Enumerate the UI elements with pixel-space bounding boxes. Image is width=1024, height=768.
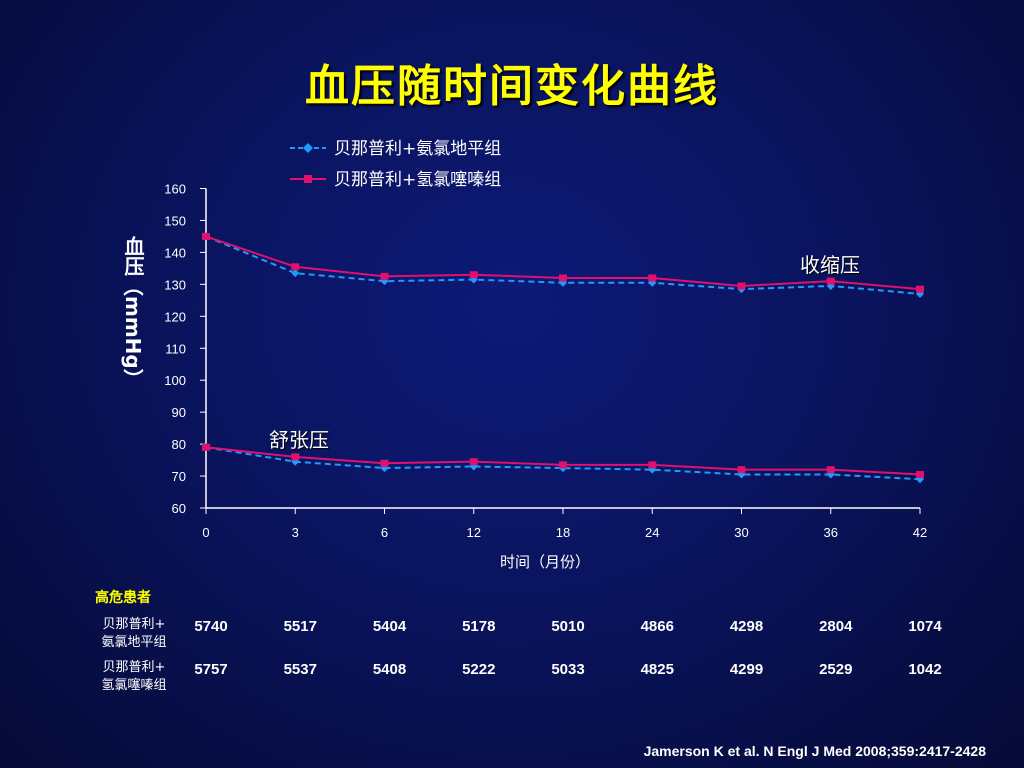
y-tick-label: 110: [165, 341, 186, 356]
table-cell: 5517: [283, 618, 317, 635]
data-point-square: [648, 274, 657, 282]
row-label-line2: 氨氯地平组: [101, 635, 167, 650]
y-tick-label: 160: [164, 182, 186, 197]
blood-pressure-chart: 贝那普利+氨氯地平组 贝那普利+氢氯噻嗪组 160150140130120110…: [164, 139, 927, 541]
legend-item-hctz: 贝那普利+氢氯噻嗪组: [290, 170, 501, 190]
y-tick-label: 150: [164, 213, 186, 228]
legend-marker-diamond: [303, 143, 313, 153]
row-label-amlodipine: 贝那普利+ 氨氯地平组: [88, 616, 180, 652]
x-tick-label: 0: [202, 525, 209, 540]
y-axis-label-unit: （mmHg）: [121, 276, 145, 389]
table-cell: 5222: [462, 661, 496, 678]
table-cell: 4298: [729, 618, 764, 635]
table-cell: 2804: [819, 618, 853, 635]
data-point-diamond: [291, 269, 300, 278]
y-tick-label: 120: [164, 309, 186, 324]
data-point-square: [559, 461, 567, 469]
legend-label-hctz: 贝那普利+氢氯噻嗪组: [334, 170, 501, 190]
systolic-annotation: 收缩压: [800, 253, 860, 277]
data-point-square: [380, 272, 389, 280]
data-point-square: [469, 458, 478, 466]
data-point-square: [737, 466, 746, 474]
x-tick-label: 30: [734, 525, 748, 540]
y-tick-label: 100: [164, 373, 186, 388]
legend-label-amlodipine: 贝那普利+氨氯地平组: [334, 139, 501, 159]
table-cell: 4866: [640, 618, 674, 635]
y-axis-label: 血压（mmHg）: [116, 236, 156, 389]
table-cell: 5408: [372, 661, 407, 678]
diastolic-annotation: 舒张压: [269, 428, 329, 452]
x-tick-label: 24: [645, 525, 659, 540]
data-point-square: [916, 470, 924, 478]
y-axis-label-main: 血压: [121, 236, 145, 276]
data-point-square: [202, 232, 210, 240]
data-point-square: [380, 459, 389, 467]
chart-series: [202, 232, 924, 484]
x-tick-label: 12: [467, 525, 481, 540]
row-label-line1: 贝那普利+: [102, 617, 166, 632]
row-label-line1: 贝那普利+: [102, 660, 166, 675]
table-cell: 4825: [640, 661, 674, 678]
y-tick-label: 90: [172, 405, 186, 420]
row-label-hctz: 贝那普利+ 氢氯噻嗪组: [88, 659, 180, 695]
series-line-diastolic-amlodipine: [205, 446, 921, 481]
x-tick-label: 42: [913, 525, 927, 540]
data-point-square: [737, 282, 746, 290]
legend-marker-square: [304, 175, 312, 183]
data-point-square: [202, 443, 210, 451]
data-point-square: [826, 466, 835, 474]
table-cell: 5757: [194, 661, 228, 678]
table-cell: 2529: [819, 661, 853, 678]
table-cell: 5537: [283, 661, 317, 678]
table-cell: 5033: [551, 661, 585, 678]
y-tick-label: 80: [172, 437, 186, 452]
table-cell: 5010: [551, 618, 585, 635]
legend-item-amlodipine: 贝那普利+氨氯地平组: [290, 139, 501, 159]
slide-title: 血压随时间变化曲线: [305, 61, 719, 112]
table-cell: 1042: [908, 661, 942, 678]
y-tick-label: 130: [164, 277, 186, 292]
table-cell: 5178: [462, 618, 496, 635]
data-point-square: [916, 285, 924, 293]
data-point-square: [469, 271, 478, 279]
y-tick-label: 60: [172, 501, 186, 516]
table-cell: 5404: [372, 618, 407, 635]
x-tick-label: 36: [824, 525, 838, 540]
data-point-square: [826, 277, 835, 285]
x-tick-label: 18: [556, 525, 570, 540]
citation: Jamerson K et al. N Engl J Med 2008;359:…: [643, 743, 986, 759]
table-cell: 4299: [729, 661, 764, 678]
data-point-square: [291, 453, 300, 461]
data-point-square: [648, 461, 657, 469]
chart-legend: 贝那普利+氨氯地平组 贝那普利+氢氯噻嗪组: [290, 139, 501, 190]
y-tick-label: 70: [172, 469, 186, 484]
table-cell: 5740: [194, 618, 228, 635]
y-tick-label: 140: [164, 245, 186, 260]
data-point-square: [291, 263, 300, 271]
x-tick-label: 3: [292, 525, 299, 540]
table-cell: 1074: [908, 618, 942, 635]
x-tick-label: 6: [381, 525, 388, 540]
x-axis-label: 时间（月份）: [500, 553, 591, 571]
table-title: 高危患者: [95, 590, 151, 606]
row-label-line2: 氢氯噻嗪组: [101, 678, 167, 693]
data-point-square: [559, 274, 567, 282]
